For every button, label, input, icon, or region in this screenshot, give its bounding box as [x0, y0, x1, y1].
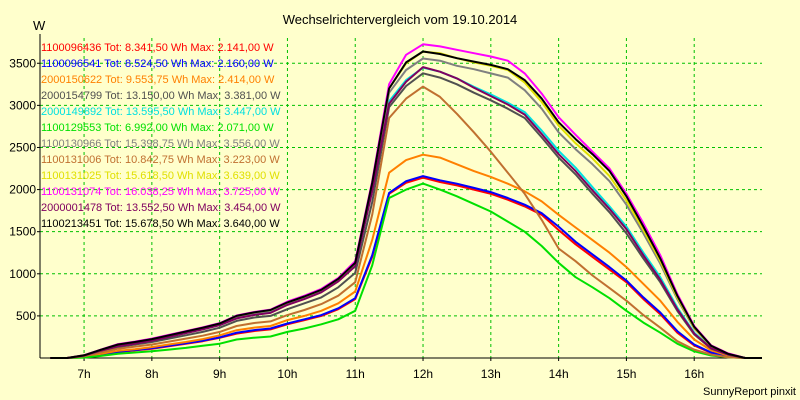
y-tick-label: 2500 — [9, 140, 36, 154]
legend-entry-1100096541: 1100096541 Tot: 8.524,50 Wh Max: 2.160,0… — [41, 58, 274, 70]
y-axis-label: W — [33, 18, 46, 33]
legend-entry-1100131006: 1100131006 Tot: 10.842,75 Wh Max: 3.223,… — [41, 154, 280, 166]
x-tick-label: 14h — [549, 367, 569, 381]
x-tick-label: 9h — [213, 367, 226, 381]
y-tick-label: 1000 — [9, 267, 36, 281]
legend-entry-2000150622: 2000150622 Tot: 9.553,75 Wh Max: 2.414,0… — [41, 74, 275, 86]
y-tick-label: 2000 — [9, 183, 36, 197]
y-tick-label: 500 — [16, 309, 36, 323]
chart-title: Wechselrichtervergleich vom 19.10.2014 — [283, 12, 518, 27]
series-line-1100096541 — [50, 175, 762, 359]
legend-entry-2000154799: 2000154799 Tot: 13.150,00 Wh Max: 3.381,… — [41, 90, 281, 102]
plot-area: 500 1000 1500 2000 2500 3000 3500 7h 8h 9h 10h 11h 1… — [9, 34, 762, 381]
x-tick-label: 16h — [684, 367, 704, 381]
series-line-2000001478 — [50, 66, 762, 359]
series-line-2000154799 — [50, 72, 762, 359]
x-tick-label: 10h — [277, 367, 297, 381]
legend-entry-1100131025: 1100131025 Tot: 15.618,50 Wh Max: 3.639,… — [41, 170, 280, 182]
legend-entry-1100129553: 1100129553 Tot: 6.992,00 Wh Max: 2.071,0… — [41, 122, 274, 134]
x-tick-label: 11h — [346, 367, 365, 381]
y-tick-label: 1500 — [9, 225, 36, 239]
series-line-1100131006 — [50, 85, 762, 359]
y-tick-label: 3000 — [9, 98, 36, 112]
x-tick-label: 7h — [77, 367, 90, 381]
series-line-2000150622 — [50, 153, 762, 359]
x-tick-label: 13h — [481, 367, 501, 381]
legend-entry-1100131074: 1100131074 Tot: 16.038,25 Wh Max: 3.725,… — [41, 186, 280, 198]
series-line-1100213451 — [50, 50, 762, 359]
footer-credit: SunnyReport pinxit — [703, 386, 796, 398]
legend-entry-1100130966: 1100130966 Tot: 15.398,75 Wh Max: 3.556,… — [41, 138, 280, 150]
x-tick-label: 15h — [616, 367, 636, 381]
x-tick-label: 12h — [413, 367, 433, 381]
y-tick-label: 3500 — [9, 56, 36, 70]
legend-entry-2000001478: 2000001478 Tot: 13.552,50 Wh Max: 3.454,… — [41, 202, 281, 214]
series-line-1100129553 — [50, 182, 762, 359]
legend-entry-1100213451: 1100213451 Tot: 15.678,50 Wh Max: 3.640,… — [41, 218, 280, 230]
x-tick-label: 8h — [145, 367, 158, 381]
legend-entry-2000149892: 2000149892 Tot: 13.595,50 Wh Max: 3.447,… — [41, 106, 281, 118]
legend-entry-1100096436: 1100096436 Tot: 8.341,50 Wh Max: 2.141,0… — [41, 42, 274, 54]
